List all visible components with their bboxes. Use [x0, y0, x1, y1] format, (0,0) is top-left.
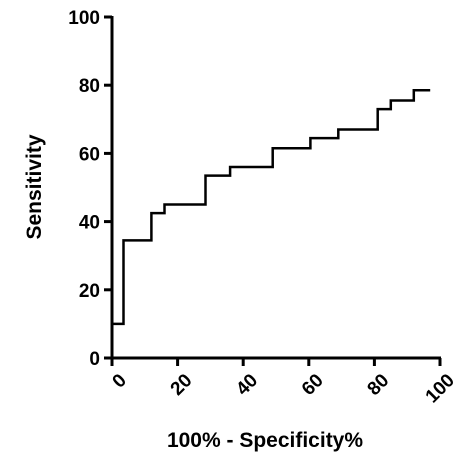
- x-axis-title: 100% - Specificity%: [167, 429, 363, 452]
- y-tick-label: 80: [79, 76, 100, 97]
- x-tick-label: 20: [167, 370, 197, 400]
- y-axis-title: Sensitivity: [23, 134, 46, 239]
- x-tick-label: 0: [109, 370, 131, 392]
- x-tick-label: 80: [364, 370, 394, 400]
- y-tick-label: 0: [89, 349, 100, 370]
- ticks: 0 20 40 60 80 100 0 20 40 60 80 100: [68, 8, 459, 407]
- y-tick-label: 40: [79, 213, 100, 234]
- y-tick-label: 20: [79, 281, 100, 302]
- x-tick-label: 40: [232, 370, 262, 400]
- x-tick-label: 100: [422, 370, 459, 407]
- y-tick-label: 100: [68, 8, 100, 29]
- roc-step-line: [112, 89, 431, 326]
- series: [112, 89, 431, 326]
- axes: [110, 16, 441, 360]
- y-tick-label: 60: [79, 144, 100, 165]
- x-tick-label: 60: [298, 370, 328, 400]
